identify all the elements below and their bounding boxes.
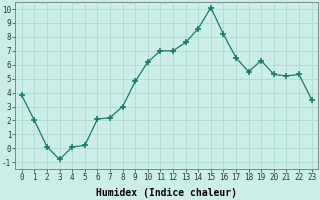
X-axis label: Humidex (Indice chaleur): Humidex (Indice chaleur) [96,188,237,198]
